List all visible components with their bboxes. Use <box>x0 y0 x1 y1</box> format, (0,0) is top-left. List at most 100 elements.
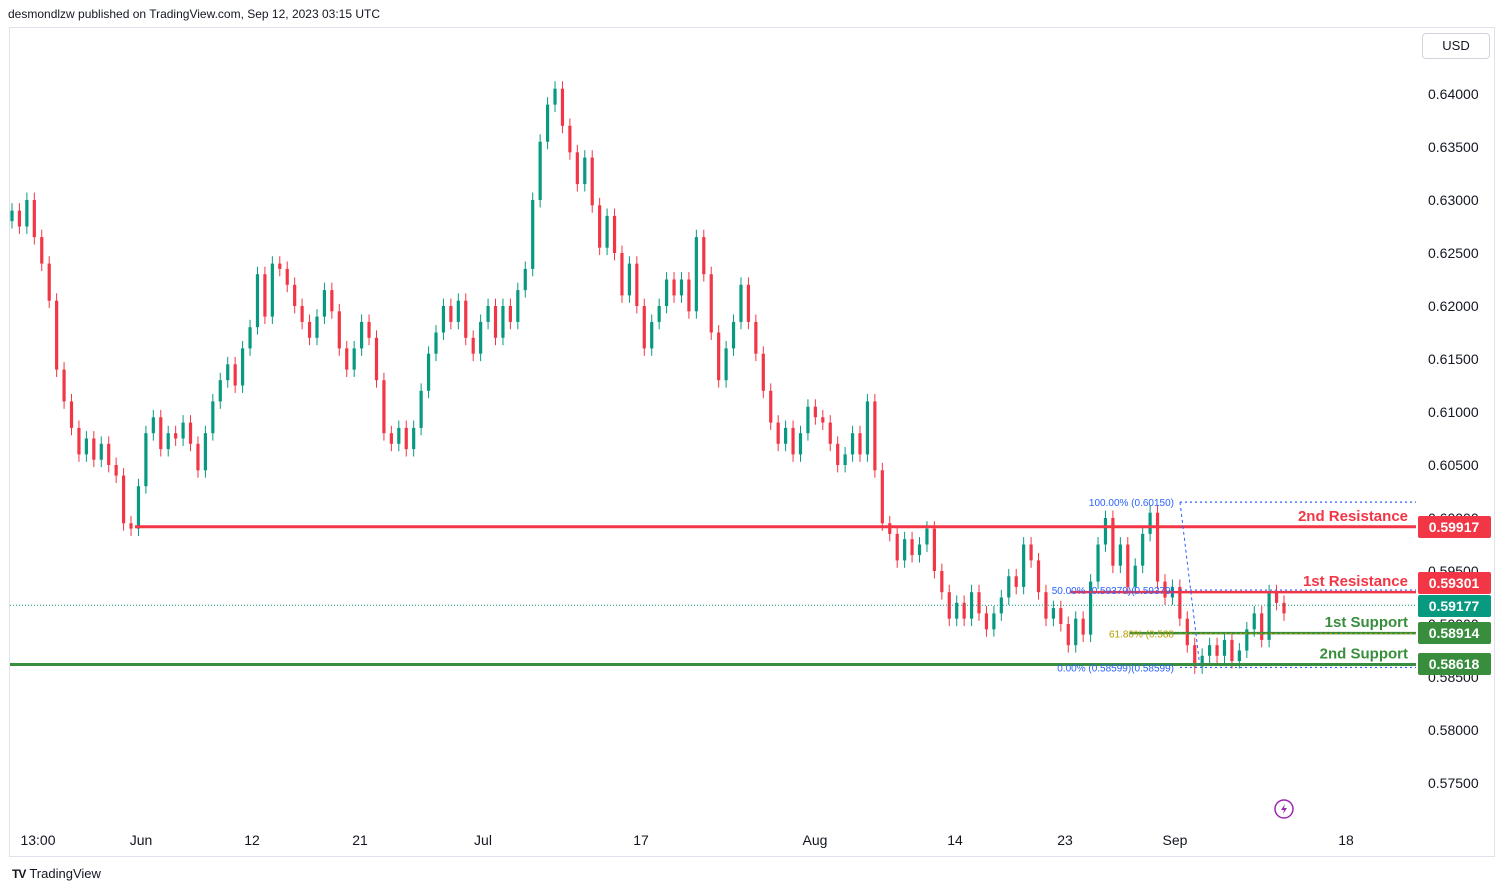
candle-body <box>575 152 579 185</box>
candle-body <box>553 88 557 105</box>
currency-button[interactable]: USD <box>1422 33 1490 59</box>
candle-body <box>1029 544 1033 561</box>
candle-body <box>560 88 565 126</box>
candle-body <box>1096 544 1100 582</box>
price-badge <box>1418 653 1491 675</box>
candle-body <box>702 237 706 275</box>
candle-body <box>1148 512 1152 534</box>
candle-body <box>984 613 989 630</box>
candle-body <box>873 401 877 471</box>
candle-body <box>523 268 527 291</box>
candle-body <box>449 306 453 322</box>
candle-body <box>1193 645 1197 667</box>
candle-body <box>1133 565 1137 587</box>
candle-body <box>850 433 855 455</box>
price-tick-label: 0.62000 <box>1428 298 1479 314</box>
candle-body <box>486 306 490 322</box>
time-axis: 13:00 Jun 12 21 Jul 17 Aug 14 23 Sep 18 <box>20 832 1354 848</box>
footer-brand: TV TradingView <box>12 866 101 881</box>
candle-body <box>426 353 431 391</box>
candle-body <box>739 284 743 322</box>
fib-label: 0.00% (0.58599)(0.58599) <box>1057 663 1174 674</box>
candle-body <box>687 279 691 312</box>
price-tick-label: 0.60500 <box>1428 457 1479 473</box>
candle-body <box>784 427 788 444</box>
price-tick-label: 0.58000 <box>1428 722 1479 738</box>
candle-body <box>813 406 817 418</box>
time-tick-label: 17 <box>633 832 649 848</box>
candle-body <box>55 300 59 370</box>
price-tick-label: 0.63000 <box>1428 192 1479 208</box>
fib-trend-line <box>1179 502 1201 668</box>
candle-body <box>1118 544 1122 566</box>
fib-label: 100.00% (0.60150) <box>1089 498 1174 509</box>
candle-body <box>1178 586 1182 619</box>
candle-body <box>479 321 483 354</box>
candle-body <box>1007 576 1011 598</box>
candle-body <box>1200 655 1204 667</box>
candle-body <box>1267 592 1271 640</box>
candle-body <box>397 427 401 444</box>
candle-body <box>1036 560 1041 593</box>
candle-body <box>211 401 215 434</box>
candle-body <box>307 321 312 338</box>
candle-body <box>962 602 966 619</box>
brand-label: TradingView <box>29 866 101 881</box>
candle-body <box>226 364 230 381</box>
candle-body <box>144 433 148 487</box>
candle-body <box>1155 512 1160 582</box>
candle-body <box>1260 613 1264 640</box>
candle-body <box>843 454 847 465</box>
candle-body <box>114 465 118 476</box>
candle-body <box>583 157 587 185</box>
price-tick-label: 0.63500 <box>1428 139 1479 155</box>
candle-body <box>917 544 922 556</box>
candle-body <box>300 306 304 322</box>
candle-body <box>1074 618 1078 646</box>
candle-body <box>25 200 29 227</box>
candle-body <box>121 475 126 524</box>
candle-body <box>293 284 297 306</box>
candle-body <box>650 321 654 349</box>
level-title: 1st Support <box>1325 614 1408 631</box>
time-tick-label: Sep <box>1163 832 1188 848</box>
time-tick-label: 21 <box>352 832 368 848</box>
price-badge <box>1418 595 1491 617</box>
candle-body <box>999 597 1003 614</box>
price-tick-label: 0.62500 <box>1428 245 1479 261</box>
candle-body <box>404 427 408 450</box>
candle-body <box>69 401 74 428</box>
candle-body <box>821 417 825 423</box>
candle-body <box>181 422 185 439</box>
replay-icon[interactable] <box>1274 799 1294 819</box>
level-title: 1st Resistance <box>1303 573 1408 590</box>
candle-body <box>657 306 661 322</box>
candle-body <box>672 279 676 296</box>
candle-body <box>977 592 981 614</box>
candle-body <box>1222 639 1227 656</box>
candle-body <box>969 592 974 619</box>
candle-body <box>590 157 594 206</box>
candle-body <box>791 427 795 455</box>
candle-body <box>627 263 632 296</box>
time-tick-label: 12 <box>244 832 260 848</box>
candle-body <box>471 337 475 354</box>
candle-body <box>568 125 572 153</box>
time-tick-label: Aug <box>803 832 828 848</box>
candle-body <box>955 602 959 619</box>
candle-body <box>709 274 713 333</box>
candle-body <box>1088 581 1093 635</box>
candle-body <box>992 613 996 630</box>
candle-body <box>367 321 371 338</box>
candle-body <box>754 321 758 354</box>
candle-body <box>1111 518 1115 566</box>
candle-body <box>434 332 438 354</box>
candle-body <box>1126 544 1130 587</box>
chart-frame <box>9 27 1495 857</box>
candle-body <box>278 263 282 269</box>
level-title: 2nd Resistance <box>1298 508 1408 525</box>
candle-body <box>233 364 237 386</box>
candle-body <box>1141 533 1145 566</box>
time-tick-label: Jun <box>130 832 153 848</box>
